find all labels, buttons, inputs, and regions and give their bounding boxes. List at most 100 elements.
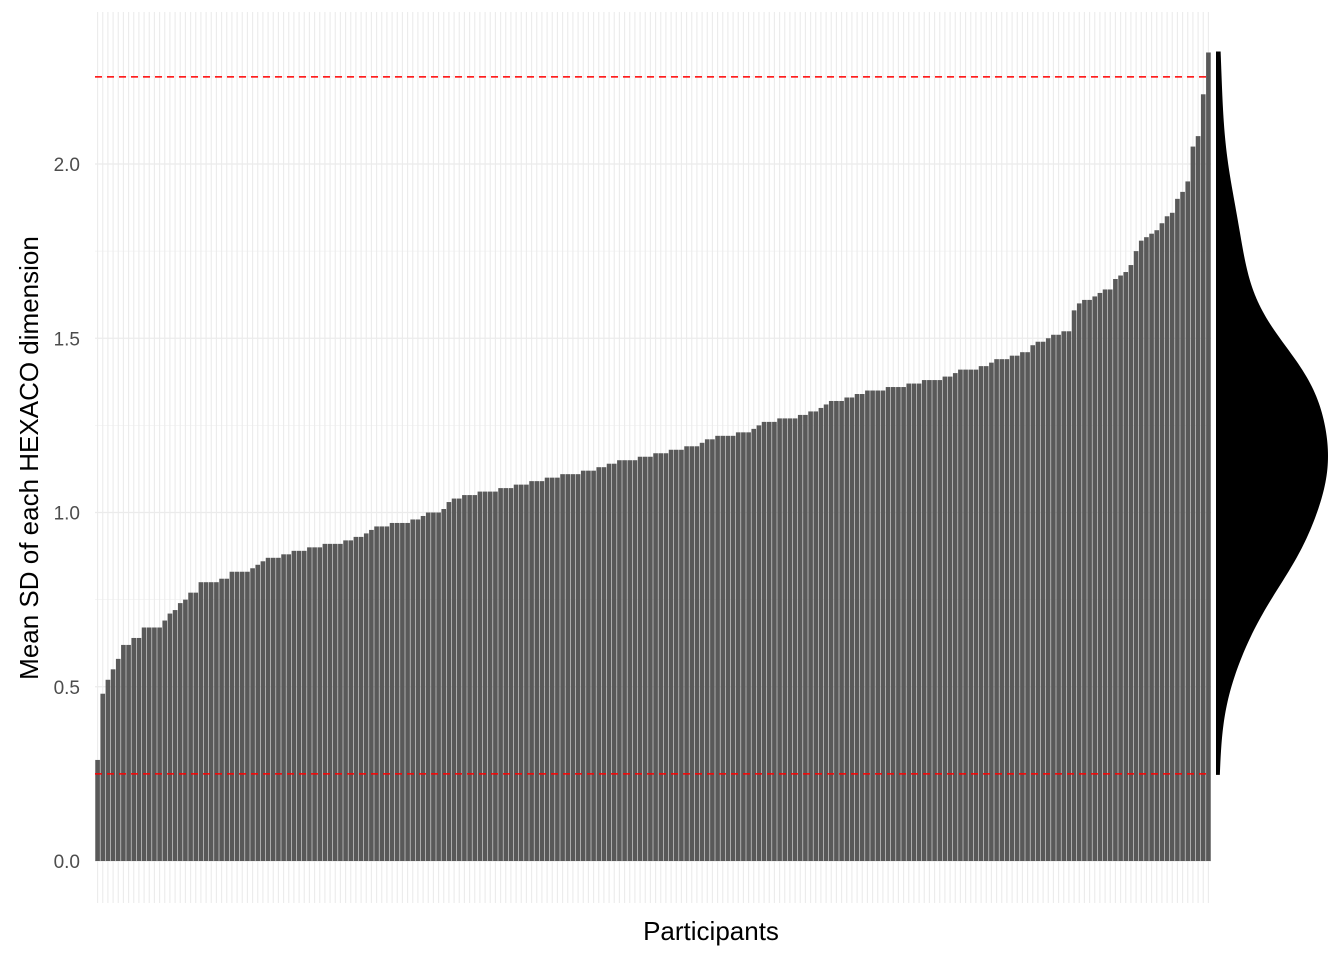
- bar: [193, 592, 199, 861]
- bar: [317, 547, 323, 861]
- bar: [1149, 233, 1154, 861]
- bars: [95, 52, 1211, 862]
- bar: [446, 502, 452, 861]
- bar: [870, 390, 875, 861]
- bar: [1159, 223, 1165, 861]
- bar: [782, 418, 788, 861]
- bar: [766, 421, 772, 861]
- bar: [415, 519, 421, 861]
- bar: [172, 610, 178, 861]
- y-tick-label: 2.0: [54, 155, 80, 176]
- bar: [741, 432, 746, 861]
- bar: [451, 498, 457, 861]
- bar: [880, 390, 886, 861]
- bar: [813, 411, 819, 861]
- bar: [844, 397, 850, 861]
- bar: [653, 453, 658, 861]
- bar: [141, 627, 147, 861]
- bar: [115, 658, 121, 861]
- bar: [400, 522, 405, 861]
- bar: [710, 439, 715, 861]
- bar: [916, 383, 922, 861]
- bar: [952, 373, 958, 861]
- bar: [1004, 359, 1010, 861]
- bar: [611, 463, 617, 861]
- bar: [1025, 352, 1030, 861]
- bar: [1180, 191, 1185, 861]
- y-axis-title: Mean SD of each HEXACO dimension: [14, 236, 44, 680]
- bar: [1014, 355, 1020, 861]
- bar: [937, 380, 943, 861]
- bar: [1020, 352, 1025, 861]
- bar: [725, 435, 731, 861]
- y-tick-label: 1.0: [54, 504, 80, 525]
- bar: [503, 488, 509, 861]
- bar: [1154, 230, 1160, 862]
- bar: [276, 557, 281, 861]
- bar: [637, 456, 643, 861]
- bar: [369, 529, 374, 861]
- bar: [1164, 216, 1170, 861]
- bar: [885, 387, 891, 861]
- bar: [720, 435, 726, 861]
- bar: [1097, 292, 1103, 861]
- bar: [472, 495, 478, 861]
- bar: [436, 512, 441, 861]
- bar: [565, 474, 571, 861]
- bar: [322, 543, 328, 861]
- bar: [901, 387, 906, 861]
- bar: [95, 759, 100, 861]
- bar: [105, 679, 111, 861]
- bar: [684, 446, 689, 861]
- bar: [689, 446, 695, 861]
- bar: [394, 522, 400, 861]
- bar: [245, 571, 250, 861]
- bar: [1118, 275, 1123, 861]
- bar: [177, 603, 183, 861]
- bar: [834, 400, 839, 861]
- bar: [208, 582, 214, 861]
- bar: [1092, 296, 1098, 861]
- bar: [828, 400, 834, 861]
- bar: [343, 540, 348, 861]
- bar: [234, 571, 240, 861]
- bar: [467, 495, 472, 861]
- bar: [854, 394, 860, 861]
- bar: [808, 411, 813, 861]
- bar: [694, 446, 700, 861]
- bar: [586, 470, 591, 861]
- bar: [1195, 136, 1201, 861]
- bar: [301, 550, 307, 861]
- bar: [110, 669, 116, 861]
- bar: [498, 488, 503, 861]
- bar: [549, 477, 555, 861]
- bar: [410, 519, 416, 861]
- bar: [405, 522, 410, 861]
- bar: [518, 484, 524, 861]
- bar: [441, 509, 447, 861]
- bar: [839, 400, 844, 861]
- bar: [214, 582, 219, 861]
- bar: [250, 568, 255, 861]
- bar: [487, 491, 493, 861]
- bar: [1200, 94, 1206, 862]
- bar: [1087, 299, 1092, 861]
- bar: [534, 481, 540, 861]
- bar: [958, 369, 963, 861]
- bar: [632, 460, 638, 861]
- density-curve: [1216, 51, 1329, 775]
- bar: [146, 627, 152, 861]
- bar: [1035, 341, 1041, 861]
- bar: [570, 474, 576, 861]
- bar: [865, 390, 870, 861]
- x-axis-title: Participants: [643, 916, 779, 946]
- bar: [890, 387, 896, 861]
- bar: [756, 425, 762, 861]
- bar: [508, 488, 514, 861]
- bar: [291, 550, 297, 861]
- bar: [1144, 237, 1149, 861]
- bar: [1040, 341, 1046, 861]
- bar: [622, 460, 627, 861]
- bar: [797, 414, 803, 861]
